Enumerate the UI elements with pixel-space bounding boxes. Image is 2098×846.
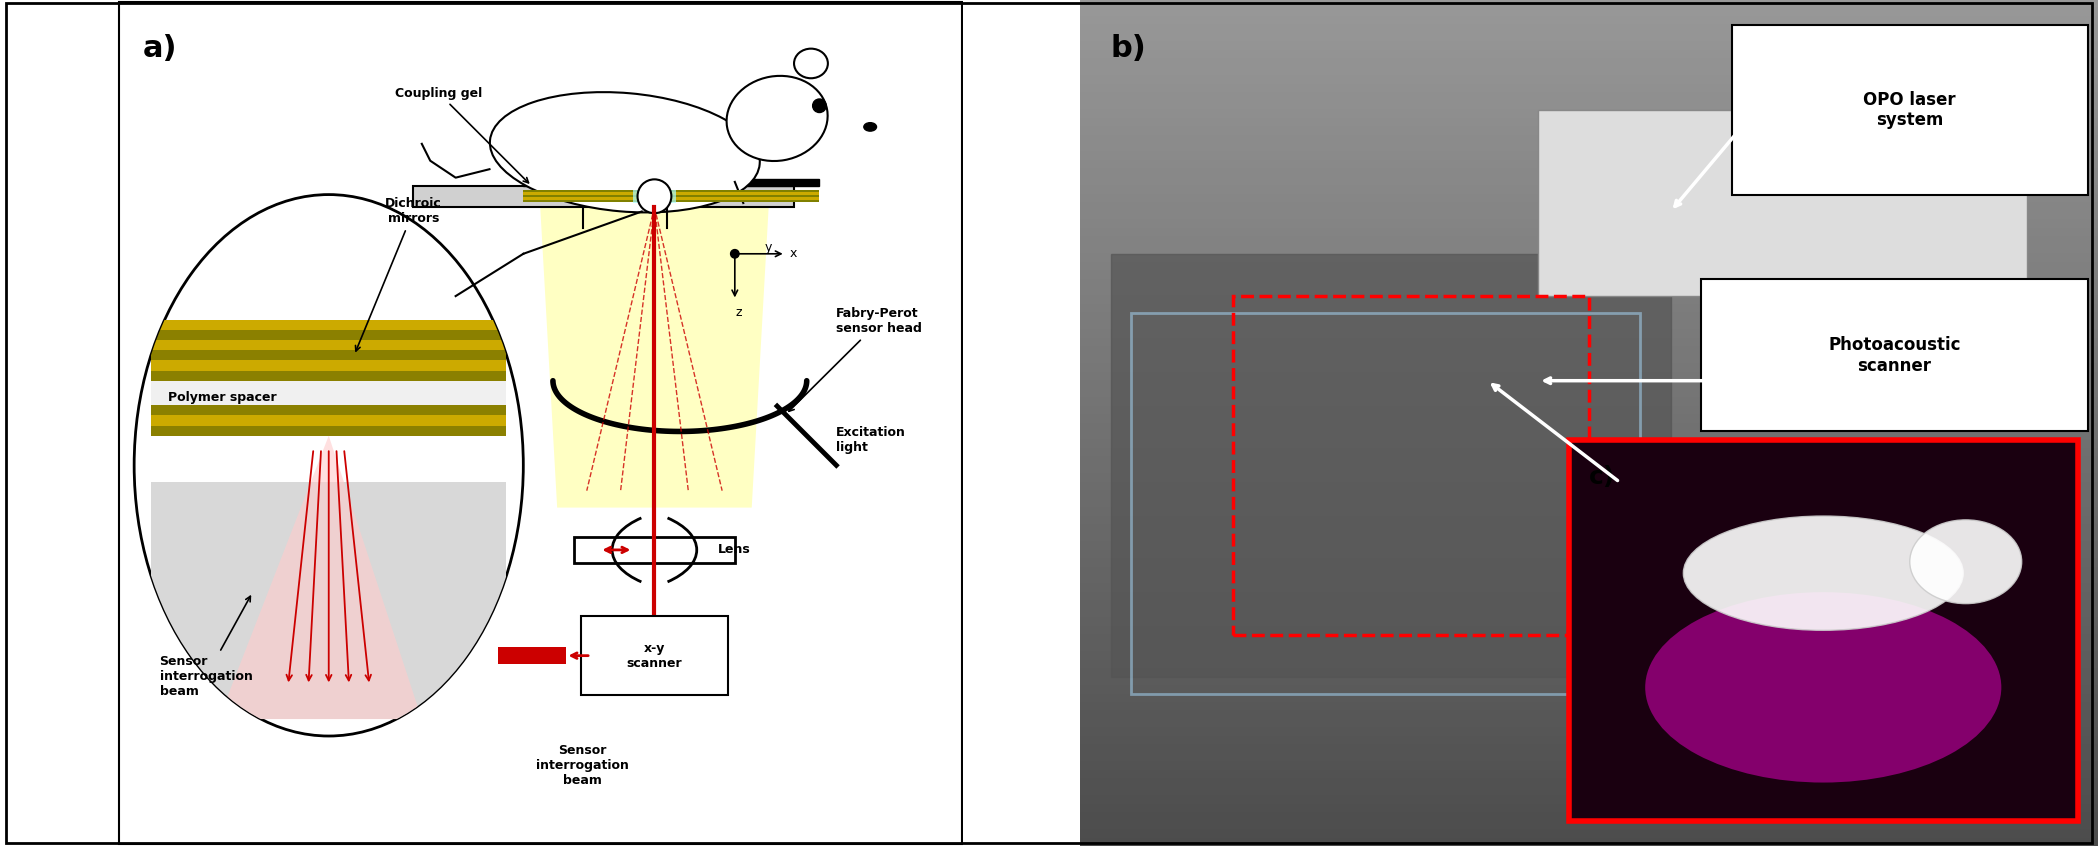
Text: Coupling gel: Coupling gel — [394, 86, 529, 183]
Bar — [522, 179, 820, 186]
Bar — [151, 381, 506, 415]
Ellipse shape — [793, 48, 829, 78]
FancyBboxPatch shape — [1701, 279, 2088, 431]
Polygon shape — [575, 537, 734, 563]
Bar — [1112, 254, 1670, 677]
Ellipse shape — [1645, 592, 2001, 783]
Bar — [634, 190, 676, 203]
Ellipse shape — [1909, 519, 2022, 604]
Circle shape — [730, 250, 738, 258]
Text: Lens: Lens — [718, 543, 751, 557]
Bar — [151, 482, 506, 719]
Text: a): a) — [143, 34, 176, 63]
FancyBboxPatch shape — [581, 616, 728, 695]
Bar — [1569, 440, 2077, 821]
Circle shape — [732, 252, 736, 255]
Text: Polymer spacer: Polymer spacer — [168, 391, 277, 404]
Bar — [151, 320, 506, 330]
Text: c): c) — [1590, 465, 1615, 489]
Bar — [497, 647, 566, 664]
Text: Excitation
light: Excitation light — [837, 426, 906, 454]
Text: z: z — [736, 306, 743, 319]
Text: y: y — [764, 241, 772, 254]
Bar — [151, 426, 506, 436]
Ellipse shape — [726, 76, 827, 161]
Bar — [522, 200, 820, 202]
Bar — [522, 192, 820, 195]
Polygon shape — [541, 207, 768, 508]
Text: OPO laser
system: OPO laser system — [1863, 91, 1955, 129]
Bar — [151, 360, 506, 371]
Text: x-y
scanner: x-y scanner — [627, 641, 682, 670]
Bar — [522, 195, 820, 197]
Text: Photoacoustic
scanner: Photoacoustic scanner — [1827, 336, 1962, 375]
FancyBboxPatch shape — [1731, 25, 2088, 195]
Text: x: x — [789, 247, 797, 261]
Bar — [151, 415, 506, 426]
Bar — [151, 350, 506, 360]
Text: b): b) — [1112, 34, 1148, 63]
Bar — [1131, 313, 1641, 694]
Polygon shape — [218, 436, 422, 719]
Bar — [1234, 296, 1590, 634]
Bar — [151, 405, 506, 415]
Circle shape — [638, 179, 671, 213]
Ellipse shape — [1683, 516, 1964, 630]
Ellipse shape — [864, 123, 877, 131]
Bar — [151, 330, 506, 340]
Bar — [522, 190, 820, 192]
Bar — [151, 340, 506, 350]
Bar — [413, 186, 793, 207]
Bar — [1538, 110, 2027, 296]
Text: Dichroic
mirrors: Dichroic mirrors — [355, 197, 443, 351]
Ellipse shape — [491, 92, 759, 212]
Text: Fabry-Perot
sensor head: Fabry-Perot sensor head — [789, 307, 923, 411]
Text: Sensor
interrogation
beam: Sensor interrogation beam — [159, 596, 252, 698]
Ellipse shape — [134, 195, 522, 736]
Circle shape — [812, 99, 827, 113]
Text: Sensor
interrogation
beam: Sensor interrogation beam — [537, 744, 629, 788]
Bar — [522, 197, 820, 200]
Bar — [151, 371, 506, 381]
